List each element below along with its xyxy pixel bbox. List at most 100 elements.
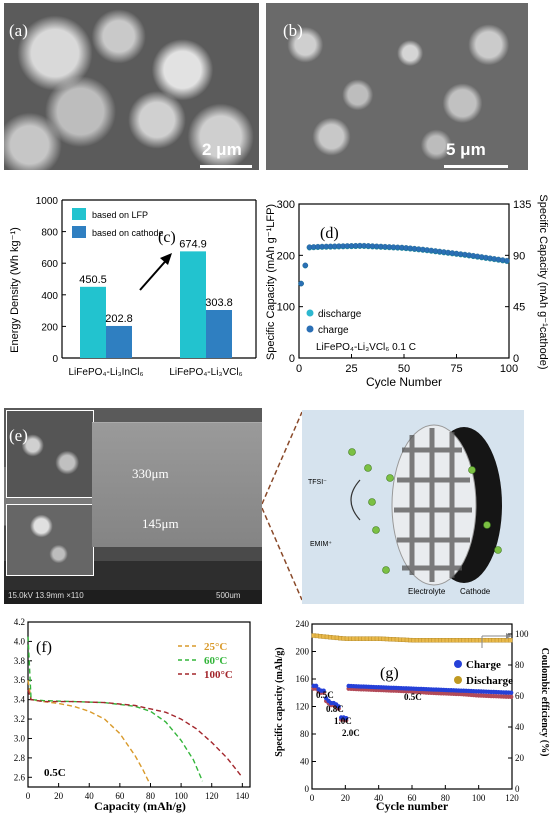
rate-label-0-5c-second: 0.5C [404,692,422,702]
legend-label-charge: charge [318,325,349,336]
x-tick-label-g: 100 [472,793,486,803]
bar-lfp [180,251,206,358]
legend-label-discharge: discharge [318,309,362,320]
panel-label-f: (f) [36,639,52,656]
thickness-top: 330μm [132,466,169,481]
x-tick-label-f: 20 [54,791,64,801]
panel-label-d: (d) [320,225,339,242]
legend-swatch-cathode [72,226,86,238]
point-Charge [313,683,319,689]
sem-scale-text: 500um [216,591,241,600]
exchange-arrow [350,479,361,521]
x-tick-label-g: 0 [310,793,315,803]
y-tick-label-c: 800 [41,228,58,239]
point-charge [298,280,304,287]
sem-footer-bar [4,590,262,604]
bar-value-label: 202.8 [105,313,133,325]
point-Charge [508,690,514,695]
legend-marker-charge-g [454,660,462,668]
voltage-profile-chart-f: 2.6 2.8 3.0 3.2 3.4 3.6 3.8 4.0 4.2 0 20 40 60 80 100 1… [14,617,251,813]
ion-dot [386,474,394,482]
category-label-2: LiFePO₄-Li₃VCl₆ [169,367,242,378]
legend-label-discharge-g: Discharge [466,675,513,687]
panel-label-c: (c) [158,229,176,246]
category-label-1: LiFePO₄-Li₃InCl₆ [69,367,144,378]
y-tick-right-label-g: 40 [515,722,525,732]
inset-sem-bottom [6,504,94,576]
ion-dot [368,498,376,506]
cation-label: EMIM⁺ [310,541,332,548]
x-tick-label-g: 20 [341,793,351,803]
y-tick-right-label-d: 135 [513,199,531,211]
ylabel-right-g: Coulombic efficiency (%) [539,648,550,757]
rate-label-2-0c: 2.0C [342,728,360,738]
xlabel-g: Cycle number [376,799,449,813]
y-tick-right-label-g: 100 [515,629,529,639]
point-Charge [321,688,326,693]
x-tick-label-d: 25 [345,363,357,375]
panel-label-g: (g) [380,665,399,682]
zoom-lines-e [262,411,302,601]
y-tick-label-c: 0 [52,354,58,365]
curve-60°C [27,636,204,782]
legend-label-f: 25°C [204,641,227,653]
panel-label-a: (a) [9,21,28,40]
energy-density-chart: Energy Density (Wh kg⁻¹) 0 200 400 600 800 10… [9,196,257,378]
y-tick-label-f: 2.6 [14,772,26,782]
y-tick-label-g: 0 [305,784,310,794]
y-tick-label-f: 3.6 [14,675,26,685]
y-tick-label-d: 200 [277,250,295,262]
ylabel-left-d: Specific Capacity (mAh g⁻¹LFP) [265,204,277,360]
y-tick-label-g: 120 [296,702,310,712]
xlabel-d: Cycle Number [366,375,442,389]
y-tick-label-f: 3.4 [14,695,26,705]
sem-image-b: (b) 5 μm [266,3,528,170]
y-tick-label-g: 240 [296,619,310,629]
cross-section-sem-e: (e) 330μm 145μm 15.0kV 13.9mm ×110 500um [4,408,262,604]
y-tick-label-f: 4.2 [14,617,25,627]
x-tick-label-f: 140 [236,791,250,801]
y-tick-label-c: 400 [41,291,58,302]
legend-label-cathode: based on cathode [92,228,164,238]
trend-arrowhead-c [160,253,172,265]
scalebar-b [444,165,508,168]
y-tick-label-c: 600 [41,259,58,270]
rate-label-1-0c: 1.0C [334,716,352,726]
legend-label-charge-g: Charge [466,659,501,671]
y-tick-right-label-g: 80 [515,660,525,670]
x-tick-label-f: 0 [26,791,31,801]
rate-label-f: 0.5C [44,767,66,779]
cross-section-band [92,422,262,547]
ion-dot [494,546,502,554]
y-tick-label-f: 3.2 [14,714,25,724]
y-tick-label-c: 200 [41,322,58,333]
thickness-bottom: 145μm [142,516,179,531]
electrolyte-label: Electrolyte [408,587,446,596]
panel-label-e: (e) [9,426,28,445]
legend-marker-discharge-g [454,676,462,684]
y-tick-label-d: 100 [277,302,295,314]
ion-dot [382,566,390,574]
y-tick-label-g: 80 [300,729,310,739]
y-tick-label-f: 3.0 [14,733,26,743]
y-tick-right-label-g: 20 [515,753,525,763]
x-tick-label-f: 120 [205,791,219,801]
x-tick-label-g: 40 [374,793,384,803]
cycling-chart-d: Specific Capacity (mAh g⁻¹LFP) Specific … [265,194,549,389]
x-tick-label-d: 75 [450,363,462,375]
point-coulombic-efficiency [508,638,513,643]
sem-footer-text: 15.0kV 13.9mm ×110 [8,591,84,600]
bar-value-label: 303.8 [205,297,233,309]
ion-dot [468,466,476,474]
point-charge [504,257,510,264]
y-tick-right-label-d: 45 [513,302,525,314]
legend-marker-charge [306,325,314,333]
bar-lfp [80,286,106,358]
legend-swatch-lfp [72,208,86,220]
x-tick-label-d: 50 [398,363,410,375]
ylabel-left-g: Specific capacity (mAh/g) [274,647,285,756]
sem-image-a: (a) 2 μm [4,3,259,170]
legend-label-f: 100°C [204,669,233,681]
xlabel-f: Capacity (mAh/g) [94,799,186,813]
x-tick-label-d: 0 [296,363,302,375]
